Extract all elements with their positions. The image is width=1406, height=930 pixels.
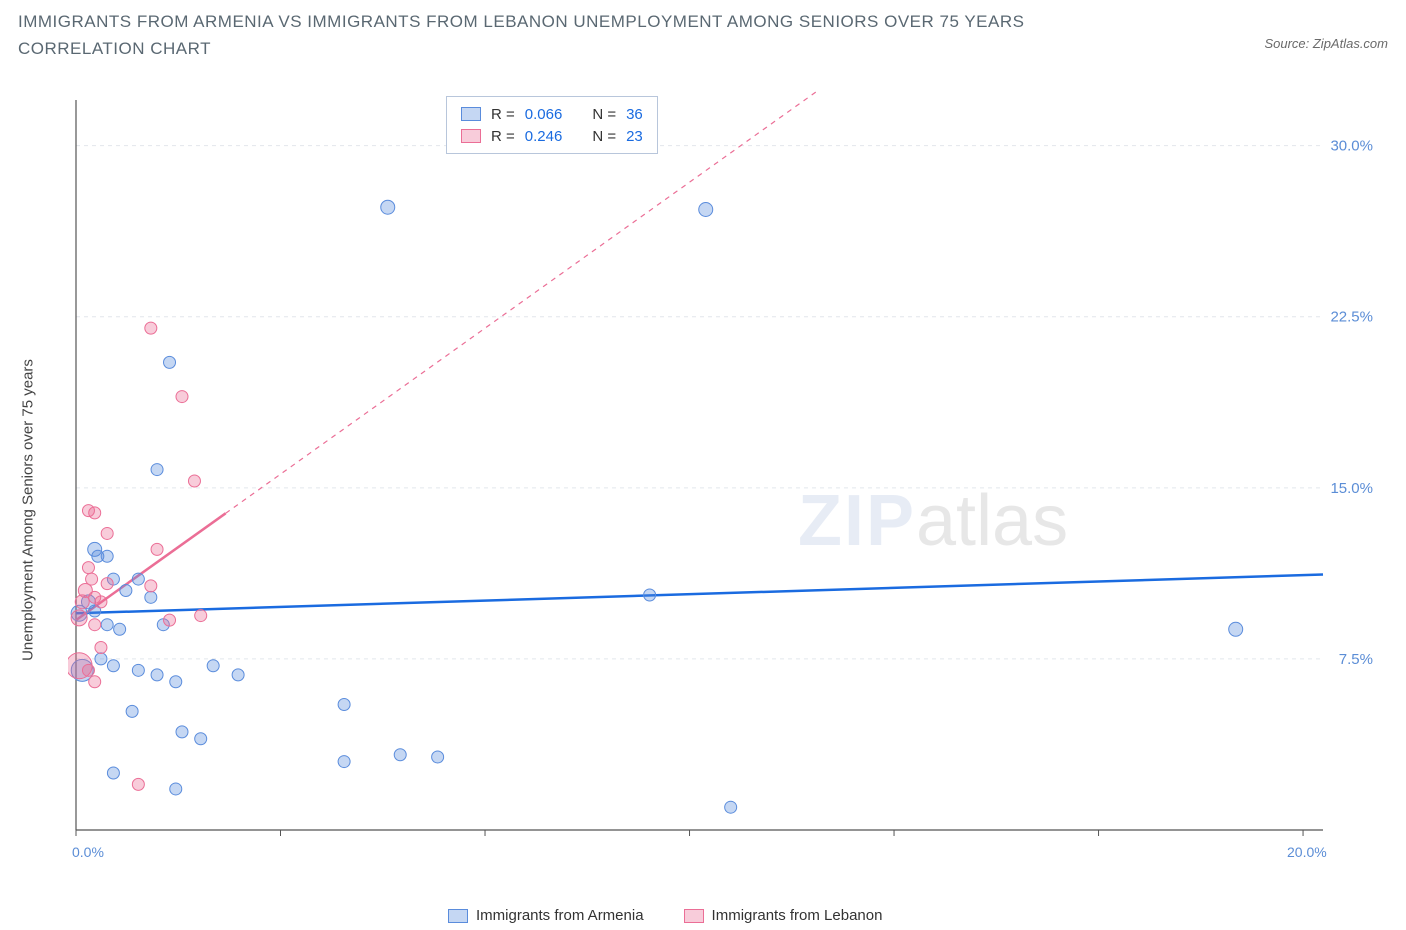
series-legend: Immigrants from Armenia Immigrants from L… [448,907,882,924]
svg-text:15.0%: 15.0% [1330,480,1373,497]
series-legend-lebanon: Immigrants from Lebanon [684,907,883,924]
svg-text:22.5%: 22.5% [1330,309,1373,326]
chart-title: IMMIGRANTS FROM ARMENIA VS IMMIGRANTS FR… [18,8,1138,62]
legend-row-lebanon: R = 0.246 N = 23 [461,125,643,147]
x-axis-max-label: 20.0% [1287,844,1327,860]
series-legend-armenia: Immigrants from Armenia [448,907,644,924]
y-axis-label: Unemployment Among Seniors over 75 years [20,359,37,661]
swatch-armenia [461,107,481,121]
swatch-lebanon [461,129,481,143]
x-axis-min-label: 0.0% [72,844,104,860]
correlation-legend: R = 0.066 N = 36 R = 0.246 N = 23 [446,96,658,154]
swatch-lebanon [684,909,704,923]
legend-row-armenia: R = 0.066 N = 36 [461,103,643,125]
swatch-armenia [448,909,468,923]
chart-container: Unemployment Among Seniors over 75 years… [18,90,1388,930]
scatter-chart: 7.5% 15.0% 22.5% 30.0% [68,90,1383,870]
svg-text:7.5%: 7.5% [1339,651,1373,668]
source-attribution: Source: ZipAtlas.com [1264,36,1388,51]
svg-text:30.0%: 30.0% [1330,138,1373,155]
